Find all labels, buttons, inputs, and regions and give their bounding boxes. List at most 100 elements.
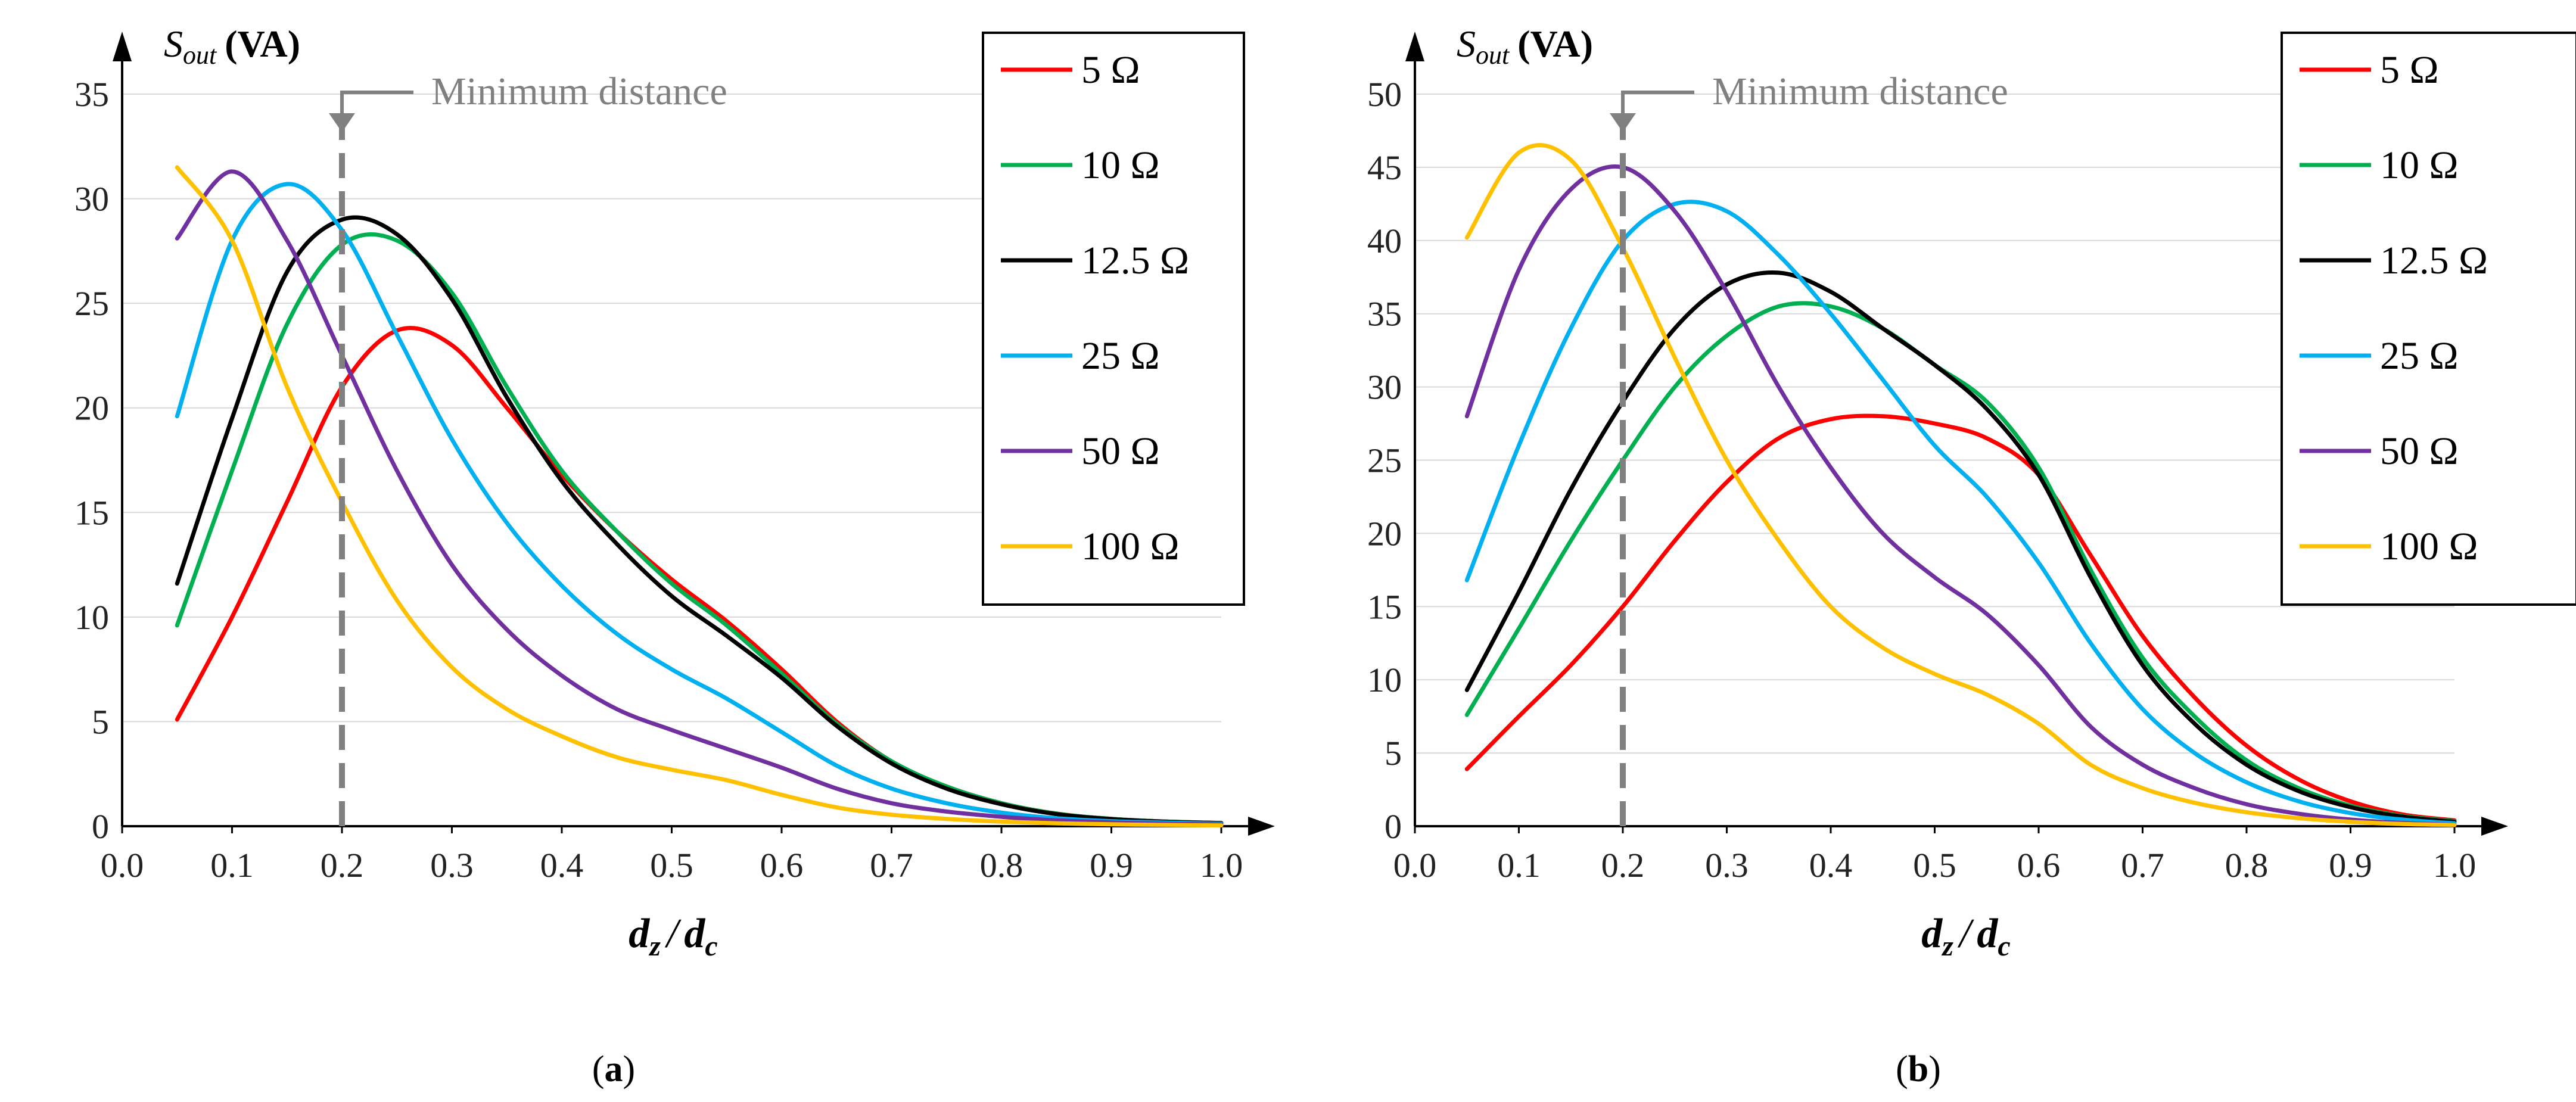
- y-tick-label: 25: [74, 284, 109, 323]
- legend-label-3: 25 Ω: [2380, 334, 2459, 378]
- y-tick-label: 10: [1367, 661, 1402, 699]
- legend-label-5: 100 Ω: [2380, 525, 2478, 568]
- panel-label: (a): [592, 1049, 635, 1089]
- y-tick-label: 45: [1367, 148, 1402, 187]
- x-tick-label: 0.9: [1090, 846, 1133, 885]
- legend-label-3: 25 Ω: [1081, 334, 1160, 378]
- series-line-2: [175, 215, 1224, 826]
- y-tick-label: 20: [74, 389, 109, 428]
- legend-label-4: 50 Ω: [1081, 429, 1160, 473]
- legend-label-2: 12.5 Ω: [1081, 239, 1189, 282]
- y-tick-label: 30: [74, 180, 109, 219]
- y-label-symbol: S: [1457, 23, 1476, 65]
- y-tick-label: 10: [74, 598, 109, 637]
- x-tick-label: 0.4: [1809, 846, 1853, 885]
- chart-panel-a: 0 5 10 15 20 25 30 35 0.0 0.1 0.2 0.3 0.4 0.5 0.6 0.7 0.…: [74, 23, 1275, 1089]
- y-tick-label: 40: [1367, 222, 1402, 260]
- x-tick-label: 1.0: [1200, 846, 1243, 885]
- x-label-xlabel_sep: /: [1957, 911, 1974, 957]
- x-label-xlabel_num: d: [1921, 911, 1943, 957]
- y-tick-label: 30: [1367, 368, 1402, 407]
- chart-panel-b: 0 5 10 15 20 25 30 35 40 45 50 0.0 0.1 0.2 0.3 0.4 0.5 0.…: [1367, 23, 2576, 1089]
- x-tick-label: 0.5: [650, 846, 693, 885]
- y-tick-label: 35: [1367, 295, 1402, 334]
- y-tick-label: 5: [1385, 734, 1402, 773]
- y-axis-arrow: [1405, 32, 1424, 61]
- series-line-5: [1464, 143, 2457, 827]
- y-label-unit: (VA): [225, 23, 300, 65]
- x-tick-label: 0.2: [1601, 846, 1645, 885]
- x-label-xlabel_den: d: [684, 911, 705, 957]
- annotation-arrow-icon: [1610, 113, 1636, 132]
- series-line-4: [175, 169, 1224, 827]
- x-tick-label: 0.1: [210, 846, 254, 885]
- legend-label-1: 10 Ω: [1081, 144, 1160, 187]
- legend-box: [2281, 32, 2576, 606]
- x-tick-label: 0.5: [1913, 846, 1956, 885]
- x-tick-label: 0.7: [870, 846, 913, 885]
- x-tick-label: 0.6: [760, 846, 804, 885]
- panel-letter: a: [605, 1049, 623, 1089]
- y-label-subscript: out: [183, 41, 217, 70]
- x-tick-label: 0.8: [980, 846, 1023, 885]
- x-label-xlabel_num: d: [629, 911, 650, 957]
- x-tick-label: 0.3: [430, 846, 474, 885]
- series-line-5: [175, 165, 1224, 828]
- x-tick-label: 0.4: [540, 846, 584, 885]
- panel-paren-close: ): [1928, 1049, 1941, 1089]
- series-line-0: [1464, 413, 2457, 823]
- y-axis-arrow: [113, 32, 132, 61]
- legend-label-1: 10 Ω: [2380, 144, 2459, 187]
- x-axis-arrow: [2481, 817, 2508, 836]
- x-label-xlabel_den_sub: c: [705, 930, 717, 962]
- y-label-unit: (VA): [1517, 23, 1593, 65]
- y-tick-label: 5: [92, 702, 109, 741]
- series-line-3: [175, 182, 1224, 826]
- x-tick-label: 0.8: [2225, 846, 2269, 885]
- x-axis-label: dz / dc: [1921, 911, 2010, 962]
- x-label-xlabel_den: d: [1977, 911, 1998, 957]
- x-tick-label: 0.1: [1497, 846, 1541, 885]
- legend-label-4: 50 Ω: [2380, 429, 2459, 473]
- y-tick-label: 20: [1367, 514, 1402, 553]
- x-tick-label: 0.9: [2329, 846, 2372, 885]
- x-tick-label: 0.6: [2017, 846, 2061, 885]
- y-axis-label: Sout (VA): [164, 23, 300, 70]
- panel-paren-open: (: [1896, 1049, 1908, 1089]
- x-tick-label: 1.0: [2433, 846, 2477, 885]
- panel-paren-open: (: [592, 1049, 605, 1089]
- x-tick-label: 0.0: [101, 846, 144, 885]
- y-axis-label: Sout (VA): [1457, 23, 1593, 70]
- x-tick-label: 0.0: [1393, 846, 1437, 885]
- legend-label-0: 5 Ω: [1081, 48, 1140, 92]
- annotation-text: Minimum distance: [431, 70, 727, 113]
- annotation-leader: [1621, 91, 1694, 116]
- y-tick-label: 25: [1367, 441, 1402, 480]
- y-label-symbol: S: [164, 23, 183, 65]
- x-axis-label: dz / dc: [629, 911, 717, 962]
- x-label-xlabel_num_sub: z: [1941, 930, 1953, 962]
- series-line-2: [1464, 270, 2457, 824]
- legend-label-0: 5 Ω: [2380, 48, 2439, 92]
- panel-letter: b: [1908, 1049, 1928, 1089]
- legend-label-2: 12.5 Ω: [2380, 239, 2488, 282]
- x-tick-label: 0.2: [321, 846, 364, 885]
- panel-paren-close: ): [623, 1049, 636, 1089]
- series-line-4: [1464, 164, 2457, 827]
- annotation-arrow-icon: [329, 113, 355, 132]
- y-tick-label: 0: [1385, 807, 1402, 846]
- x-tick-label: 0.3: [1705, 846, 1749, 885]
- x-label-xlabel_sep: /: [664, 911, 682, 957]
- legend-label-5: 100 Ω: [1081, 525, 1180, 568]
- x-label-xlabel_num_sub: z: [648, 930, 661, 962]
- x-tick-label: 0.7: [2121, 846, 2164, 885]
- annotation-text: Minimum distance: [1712, 70, 2008, 113]
- y-tick-label: 15: [1367, 587, 1402, 626]
- x-axis-arrow: [1248, 817, 1275, 836]
- x-label-xlabel_den_sub: c: [1998, 930, 2010, 962]
- y-label-subscript: out: [1476, 41, 1510, 70]
- y-tick-label: 50: [1367, 75, 1402, 114]
- y-tick-label: 35: [74, 75, 109, 114]
- legend-box: [982, 32, 1245, 606]
